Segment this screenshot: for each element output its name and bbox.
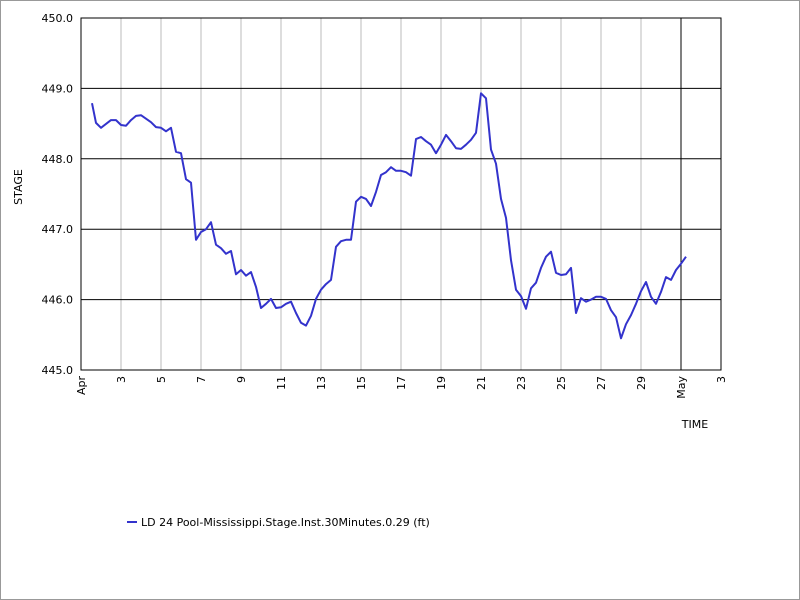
x-tick-label: 19: [435, 376, 448, 390]
y-tick-label: 449.0: [42, 82, 74, 95]
x-tick-label: 21: [475, 376, 488, 390]
data-line: [91, 92, 687, 340]
y-axis-label: STAGE: [12, 169, 25, 205]
y-tick-label: 450.0: [42, 12, 74, 25]
x-tick-label: 9: [235, 376, 248, 383]
plot-border: [80, 17, 722, 371]
x-tick-label: 5: [155, 376, 168, 383]
x-tick-label: 7: [195, 376, 208, 383]
x-tick-label: 27: [595, 376, 608, 390]
x-tick-label: 25: [555, 376, 568, 390]
y-tick-label: 447.0: [42, 223, 74, 236]
y-tick-label: 448.0: [42, 153, 74, 166]
x-tick-label: 11: [275, 376, 288, 390]
x-tick-label: 23: [515, 376, 528, 390]
x-tick-label: 3: [715, 376, 728, 383]
y-tick-label: 445.0: [42, 364, 74, 377]
x-tick-label: May: [675, 376, 688, 399]
x-tick-label: 15: [355, 376, 368, 390]
x-tick-label: 17: [395, 376, 408, 390]
x-tick-label: 3: [115, 376, 128, 383]
legend-label: LD 24 Pool-Mississippi.Stage.Inst.30Minu…: [141, 516, 430, 529]
x-tick-label: 13: [315, 376, 328, 390]
x-axis-label: TIME: [681, 418, 708, 431]
y-tick-label: 446.0: [42, 294, 74, 307]
x-tick-label: Apr: [75, 376, 88, 396]
x-tick-label: 29: [635, 376, 648, 390]
